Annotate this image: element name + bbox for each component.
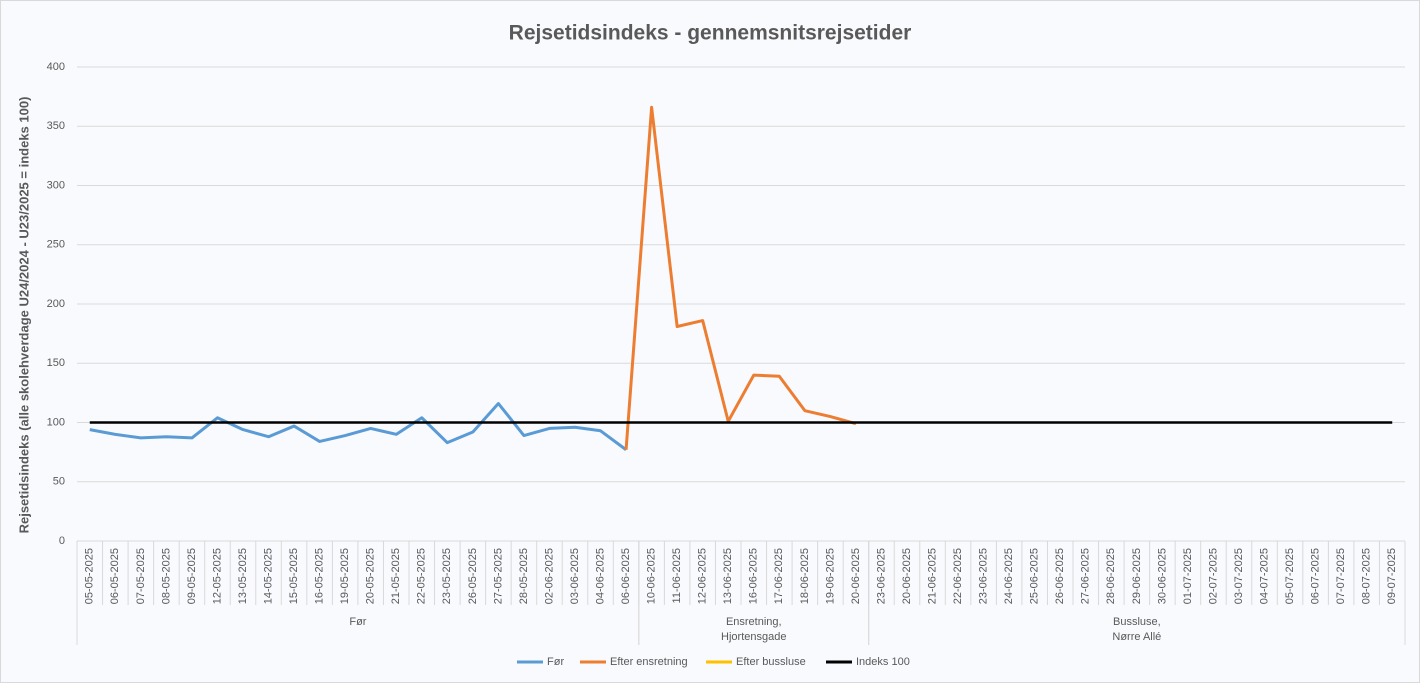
legend-label: Efter ensretning [610, 656, 688, 668]
y-axis-label: Rejsetidsindeks (alle skolehverdage U24/… [16, 97, 31, 534]
x-tick-label: 16-06-2025 [748, 548, 760, 604]
x-tick-label: 14-05-2025 [262, 548, 274, 604]
group-label: Før [349, 616, 366, 628]
y-tick-label: 50 [53, 476, 65, 488]
group-label: Ensretning, [726, 616, 782, 628]
x-tick-label: 17-06-2025 [773, 548, 785, 604]
x-tick-label: 01-07-2025 [1182, 548, 1194, 604]
x-tick-label: 09-05-2025 [186, 548, 198, 604]
x-tick-label: 22-06-2025 [952, 548, 964, 604]
x-tick-label: 22-05-2025 [416, 548, 428, 604]
series-line [89, 402, 627, 451]
x-tick-label: 08-05-2025 [160, 548, 172, 604]
x-tick-label: 05-05-2025 [84, 548, 96, 604]
legend-label: Efter bussluse [736, 656, 806, 668]
y-tick-label: 150 [47, 357, 65, 369]
x-tick-label: 29-06-2025 [1131, 548, 1143, 604]
x-tick-label: 23-05-2025 [441, 548, 453, 604]
y-tick-label: 400 [47, 61, 65, 73]
x-tick-label: 18-06-2025 [799, 548, 811, 604]
x-tick-label: 13-06-2025 [722, 548, 734, 604]
x-tick-label: 13-05-2025 [237, 548, 249, 604]
x-tick-label: 06-05-2025 [109, 548, 121, 604]
x-tick-label: 21-06-2025 [926, 548, 938, 604]
y-tick-label: 300 [47, 179, 65, 191]
series-line [624, 105, 857, 450]
group-label: Hjortensgade [721, 631, 786, 643]
x-tick-label: 04-07-2025 [1258, 548, 1270, 604]
x-tick-label: 27-06-2025 [1080, 548, 1092, 604]
group-label: Nørre Allé [1112, 631, 1161, 643]
legend-label: Før [547, 656, 564, 668]
x-tick-label: 24-06-2025 [1003, 548, 1015, 604]
chart-title: Rejsetidsindeks - gennemsnitsrejsetider [509, 22, 912, 45]
x-tick-label: 08-07-2025 [1361, 548, 1373, 604]
y-tick-label: 100 [47, 416, 65, 428]
x-tick-label: 15-05-2025 [288, 548, 300, 604]
x-tick-label: 27-05-2025 [492, 548, 504, 604]
x-tick-label: 07-07-2025 [1335, 548, 1347, 604]
x-tick-label: 03-06-2025 [569, 548, 581, 604]
x-tick-label: 20-06-2025 [850, 548, 862, 604]
x-tick-label: 10-06-2025 [646, 548, 658, 604]
x-tick-label: 02-06-2025 [543, 548, 555, 604]
x-tick-label: 19-05-2025 [339, 548, 351, 604]
x-tick-label: 03-07-2025 [1233, 548, 1245, 604]
x-tick-label: 20-05-2025 [365, 548, 377, 604]
x-tick-label: 28-05-2025 [518, 548, 530, 604]
x-tick-label: 20-06-2025 [901, 548, 913, 604]
x-tick-label: 04-06-2025 [594, 548, 606, 604]
x-tick-label: 21-05-2025 [390, 548, 402, 604]
x-tick-label: 26-05-2025 [467, 548, 479, 604]
y-tick-label: 250 [47, 239, 65, 251]
x-tick-label: 23-06-2025 [978, 548, 990, 604]
group-label: Bussluse, [1113, 616, 1161, 628]
y-tick-label: 200 [47, 298, 65, 310]
x-tick-label: 11-06-2025 [671, 548, 683, 603]
x-tick-label: 23-06-2025 [875, 548, 887, 604]
x-tick-label: 02-07-2025 [1207, 548, 1219, 604]
x-tick-label: 06-06-2025 [620, 548, 632, 604]
x-tick-label: 16-05-2025 [314, 548, 326, 604]
x-tick-label: 12-06-2025 [697, 548, 709, 604]
x-tick-label: 19-06-2025 [824, 548, 836, 604]
y-tick-label: 0 [59, 535, 65, 547]
x-tick-label: 09-07-2025 [1386, 548, 1398, 604]
legend-label: Indeks 100 [856, 656, 910, 668]
x-tick-label: 28-06-2025 [1105, 548, 1117, 604]
x-tick-label: 05-07-2025 [1284, 548, 1296, 604]
x-tick-label: 07-05-2025 [135, 548, 147, 604]
x-tick-label: 25-06-2025 [1029, 548, 1041, 604]
x-tick-label: 26-06-2025 [1054, 548, 1066, 604]
x-tick-label: 06-07-2025 [1310, 548, 1322, 604]
y-tick-label: 350 [47, 120, 65, 132]
x-tick-label: 30-06-2025 [1156, 548, 1168, 604]
x-tick-label: 12-05-2025 [211, 548, 223, 604]
